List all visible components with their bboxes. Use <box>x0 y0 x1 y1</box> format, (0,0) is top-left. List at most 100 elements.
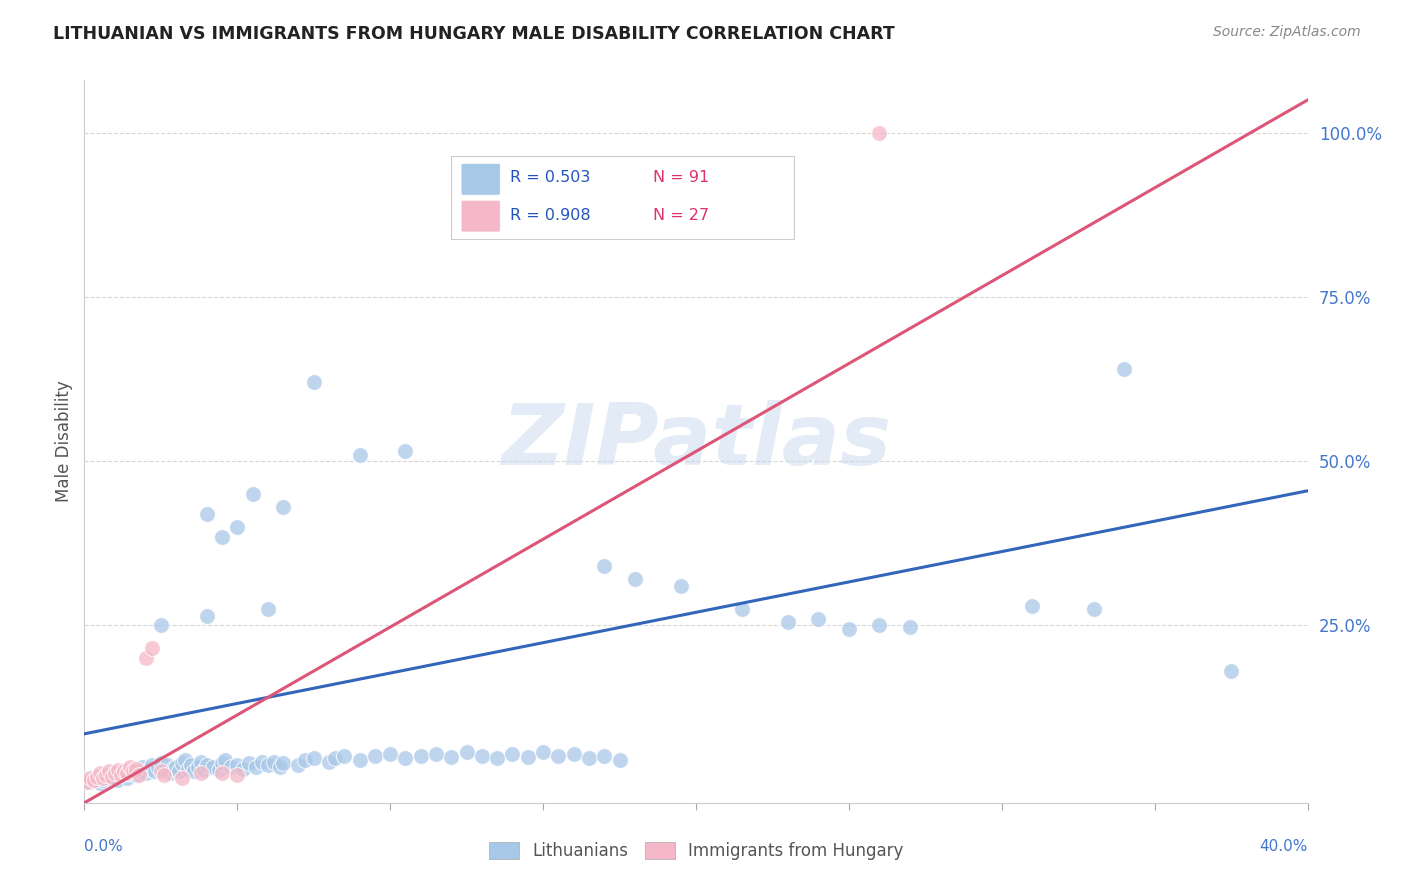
Point <box>141 641 163 656</box>
Point <box>107 772 129 787</box>
Point <box>1114 362 1136 376</box>
Point <box>456 745 478 759</box>
Point <box>76 774 98 789</box>
Point <box>869 126 891 140</box>
Point <box>624 573 647 587</box>
Point <box>531 745 554 759</box>
Point <box>190 755 212 769</box>
Point <box>94 768 117 782</box>
Point <box>394 444 416 458</box>
Point <box>807 612 830 626</box>
Point <box>776 615 799 630</box>
Point <box>869 618 891 632</box>
Point <box>79 774 101 789</box>
Point <box>245 760 267 774</box>
Point <box>516 749 538 764</box>
Point <box>1220 665 1243 679</box>
Point <box>226 520 249 534</box>
Point <box>349 753 371 767</box>
Text: 40.0%: 40.0% <box>1260 838 1308 854</box>
Point <box>323 751 346 765</box>
Point <box>394 751 416 765</box>
Point <box>195 608 218 623</box>
Point <box>131 760 153 774</box>
Point <box>156 757 179 772</box>
Point <box>128 764 150 779</box>
Point <box>143 764 166 779</box>
Point <box>120 760 142 774</box>
Point <box>201 760 224 774</box>
Point <box>76 772 98 787</box>
Point <box>186 760 208 774</box>
Text: 0.0%: 0.0% <box>84 838 124 854</box>
Text: N = 91: N = 91 <box>654 170 710 186</box>
Point <box>287 757 309 772</box>
Point <box>125 768 148 782</box>
Point <box>172 771 194 785</box>
Point <box>83 771 105 785</box>
Point <box>349 448 371 462</box>
Point <box>232 762 254 776</box>
Point <box>609 753 631 767</box>
Y-axis label: Male Disability: Male Disability <box>55 381 73 502</box>
Point <box>271 756 294 771</box>
Point <box>104 766 127 780</box>
Point <box>898 620 921 634</box>
Point <box>1021 599 1043 613</box>
Point <box>193 763 215 777</box>
Point <box>486 751 509 765</box>
Point <box>101 766 124 780</box>
Point <box>409 748 432 763</box>
Point <box>731 602 754 616</box>
Point <box>269 760 291 774</box>
Point <box>669 579 692 593</box>
Point <box>141 757 163 772</box>
Point <box>86 770 108 784</box>
Point <box>425 747 447 761</box>
Text: Source: ZipAtlas.com: Source: ZipAtlas.com <box>1213 25 1361 39</box>
Point <box>135 651 157 665</box>
FancyBboxPatch shape <box>461 200 501 232</box>
Point <box>149 764 172 779</box>
Point <box>318 755 340 769</box>
Point <box>110 768 132 782</box>
Point <box>226 768 249 782</box>
Point <box>302 376 325 390</box>
FancyBboxPatch shape <box>461 163 501 195</box>
Point <box>271 500 294 515</box>
Legend: Lithuanians, Immigrants from Hungary: Lithuanians, Immigrants from Hungary <box>482 835 910 867</box>
Point <box>128 768 150 782</box>
Point <box>91 772 114 787</box>
Point <box>115 766 138 780</box>
Point <box>226 757 249 772</box>
Point <box>257 757 280 772</box>
Point <box>97 771 120 785</box>
Point <box>214 753 236 767</box>
Point <box>257 602 280 616</box>
Point <box>97 764 120 779</box>
Point <box>165 760 187 774</box>
Text: ZIPatlas: ZIPatlas <box>501 400 891 483</box>
Point <box>135 766 157 780</box>
Point <box>211 756 233 771</box>
Point <box>593 748 616 763</box>
Point <box>101 770 124 784</box>
Point <box>364 748 387 763</box>
Text: N = 27: N = 27 <box>654 208 709 223</box>
Point <box>294 753 316 767</box>
Point <box>89 776 111 790</box>
Point <box>112 764 135 779</box>
Point <box>211 530 233 544</box>
Point <box>440 749 463 764</box>
Point <box>502 747 524 761</box>
Text: R = 0.503: R = 0.503 <box>510 170 591 186</box>
FancyBboxPatch shape <box>451 156 794 239</box>
Text: R = 0.908: R = 0.908 <box>510 208 591 223</box>
Point <box>242 487 264 501</box>
Point <box>250 755 273 769</box>
Point <box>146 760 169 774</box>
Point <box>219 760 242 774</box>
Point <box>174 753 197 767</box>
Point <box>547 748 569 763</box>
Point <box>302 751 325 765</box>
